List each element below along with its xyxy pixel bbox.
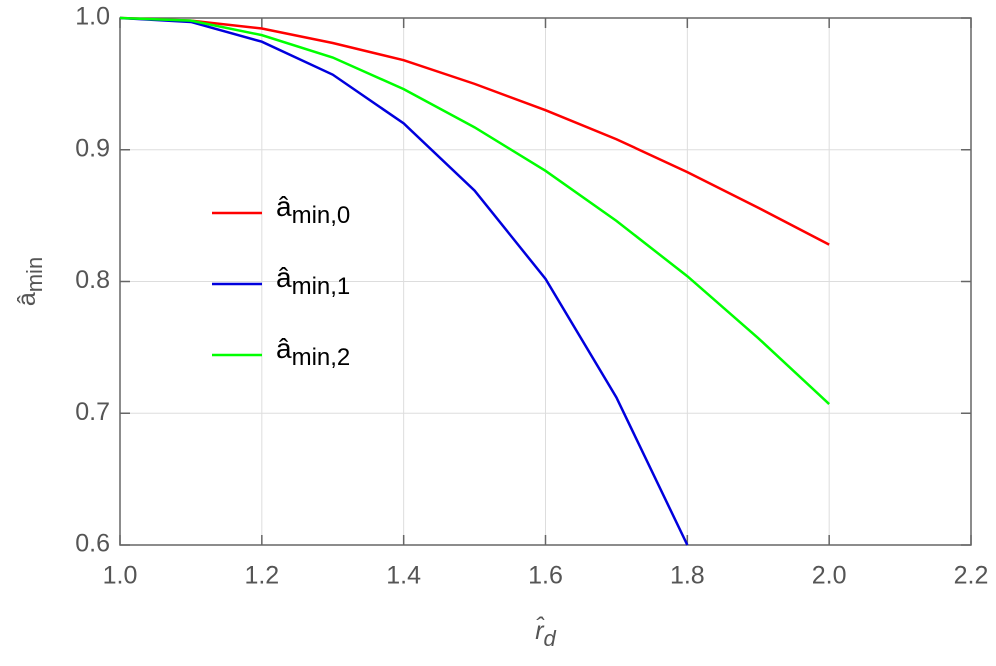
x-tick-label: 2.2: [954, 562, 989, 590]
x-tick-label: 1.8: [670, 562, 705, 590]
x-tick-label: 1.4: [386, 562, 421, 590]
x-tick-label: 1.0: [103, 562, 138, 590]
legend-label: âmin,0: [276, 191, 350, 229]
y-tick-label: 0.9: [75, 134, 110, 162]
data-line: [119, 16, 831, 405]
y-tick-label: 0.7: [75, 398, 110, 426]
y-tick-label: 0.8: [75, 266, 110, 294]
x-tick-label: 1.6: [528, 562, 563, 590]
y-tick-label: 0.6: [75, 530, 110, 558]
data-line: [119, 16, 689, 546]
x-tick-label: 1.2: [244, 562, 279, 590]
plot-frame: [119, 17, 972, 546]
x-axis-label: r̂d: [535, 615, 556, 651]
x-tick-label: 2.0: [812, 562, 847, 590]
y-tick-label: 1.0: [75, 3, 110, 31]
y-axis-label: âmin: [13, 257, 47, 306]
legend-label: âmin,1: [276, 262, 350, 300]
data-line: [119, 16, 830, 246]
legend-label: âmin,2: [276, 333, 350, 371]
